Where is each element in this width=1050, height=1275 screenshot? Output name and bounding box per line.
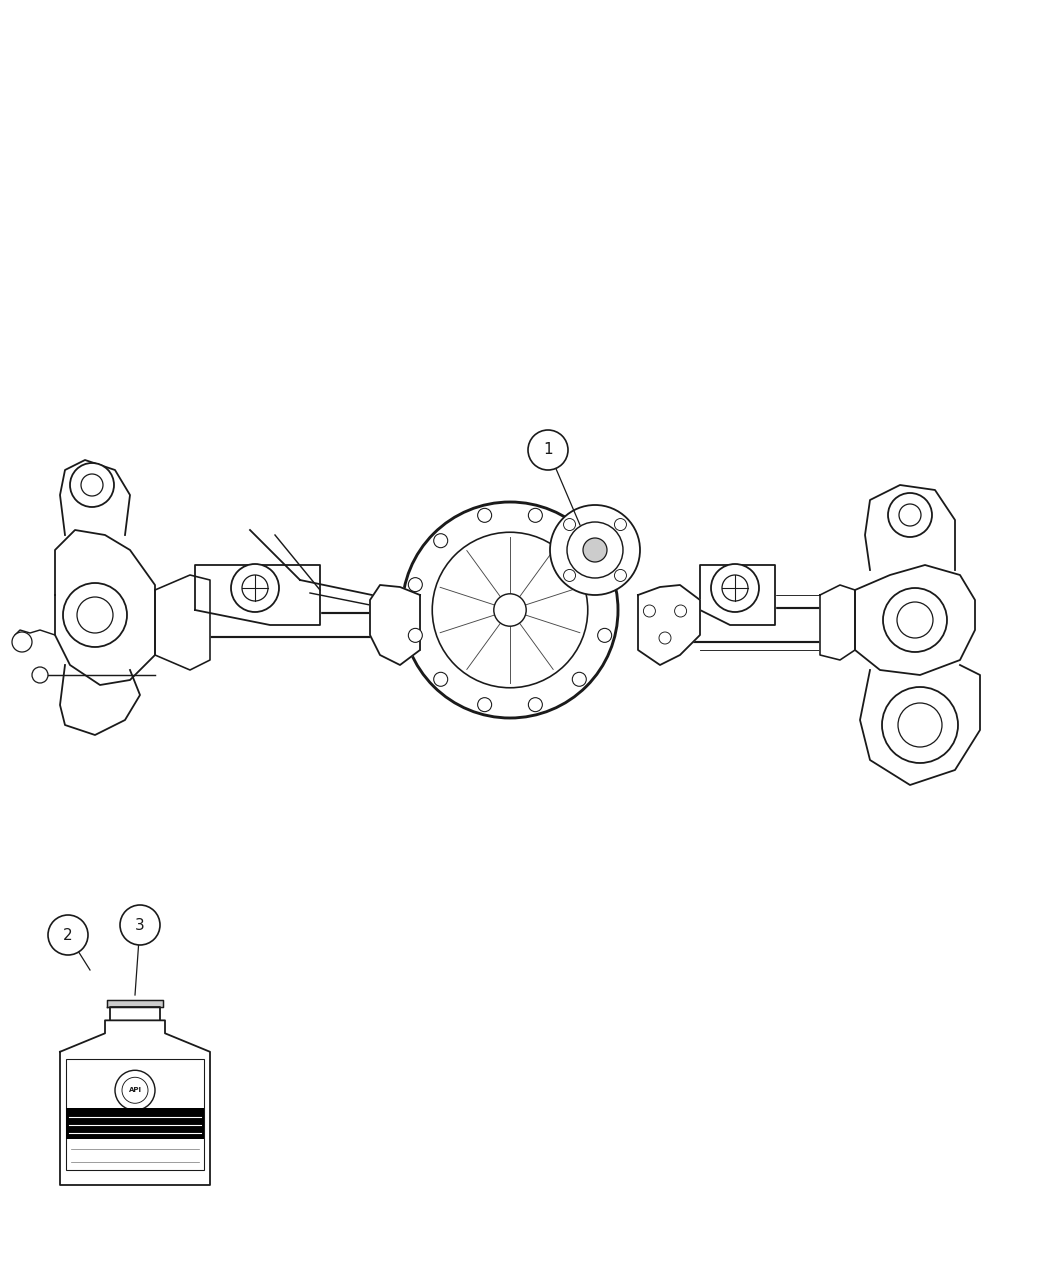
Circle shape xyxy=(434,672,447,686)
Circle shape xyxy=(32,667,48,683)
Polygon shape xyxy=(155,575,210,669)
Circle shape xyxy=(550,505,640,595)
Circle shape xyxy=(898,703,942,747)
Text: 2: 2 xyxy=(63,927,72,942)
Circle shape xyxy=(116,1070,155,1111)
Polygon shape xyxy=(107,1000,163,1007)
Circle shape xyxy=(567,521,623,578)
Circle shape xyxy=(77,597,113,632)
Circle shape xyxy=(883,588,947,652)
Circle shape xyxy=(674,606,687,617)
Circle shape xyxy=(242,575,268,601)
Polygon shape xyxy=(55,530,155,685)
Circle shape xyxy=(899,504,921,527)
Circle shape xyxy=(63,583,127,646)
Circle shape xyxy=(597,578,612,592)
Circle shape xyxy=(583,538,607,562)
Text: 3: 3 xyxy=(135,918,145,932)
Circle shape xyxy=(711,564,759,612)
Polygon shape xyxy=(638,585,700,666)
Circle shape xyxy=(231,564,279,612)
Polygon shape xyxy=(820,585,855,660)
Circle shape xyxy=(12,632,32,652)
Circle shape xyxy=(564,519,575,530)
Circle shape xyxy=(888,493,932,537)
Circle shape xyxy=(882,687,958,762)
Circle shape xyxy=(572,534,586,548)
Polygon shape xyxy=(370,585,420,666)
Circle shape xyxy=(528,509,543,523)
Polygon shape xyxy=(60,1020,210,1184)
Circle shape xyxy=(614,519,627,530)
Circle shape xyxy=(897,602,933,638)
Bar xyxy=(65,1108,205,1139)
Circle shape xyxy=(564,570,575,581)
Polygon shape xyxy=(700,565,775,625)
Polygon shape xyxy=(865,484,956,570)
Polygon shape xyxy=(195,565,320,625)
Circle shape xyxy=(120,905,160,945)
Text: API: API xyxy=(128,1088,142,1093)
Circle shape xyxy=(644,606,655,617)
Circle shape xyxy=(659,632,671,644)
Circle shape xyxy=(70,463,114,507)
Circle shape xyxy=(48,915,88,955)
Circle shape xyxy=(572,672,586,686)
Polygon shape xyxy=(60,460,130,536)
Circle shape xyxy=(614,570,627,581)
Circle shape xyxy=(81,474,103,496)
Bar xyxy=(65,1060,205,1170)
Circle shape xyxy=(408,629,422,643)
Circle shape xyxy=(402,502,618,718)
Circle shape xyxy=(478,697,491,711)
Polygon shape xyxy=(110,1007,160,1020)
Polygon shape xyxy=(860,666,980,785)
Circle shape xyxy=(597,629,612,643)
Circle shape xyxy=(494,594,526,626)
Text: 1: 1 xyxy=(543,442,552,458)
Circle shape xyxy=(528,430,568,470)
Polygon shape xyxy=(60,666,140,734)
Circle shape xyxy=(478,509,491,523)
Circle shape xyxy=(434,534,447,548)
Polygon shape xyxy=(855,565,975,674)
Circle shape xyxy=(722,575,748,601)
Circle shape xyxy=(408,578,422,592)
Circle shape xyxy=(528,697,543,711)
